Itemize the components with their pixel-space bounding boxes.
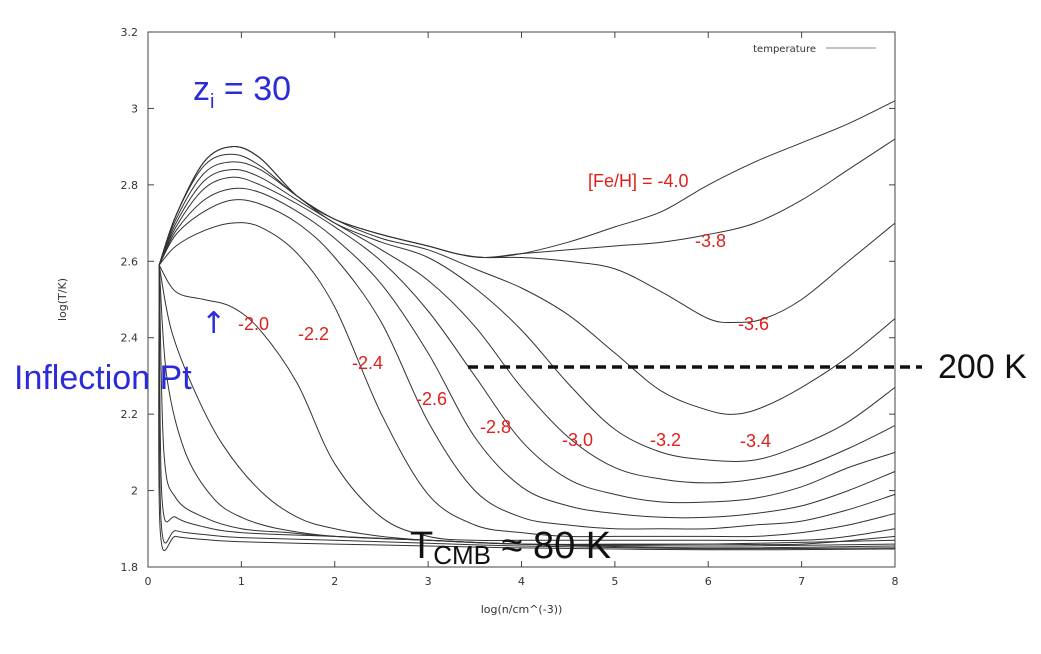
tcmb-symbol: T (410, 525, 433, 567)
metallicity-label: -3.0 (562, 430, 593, 450)
x-tick-label: 6 (705, 575, 712, 588)
legend: temperature (753, 44, 876, 55)
x-axis-label: log(n/cm^(-3)) (481, 603, 563, 616)
x-tick-label: 0 (145, 575, 152, 588)
metallicity-label: -2.4 (352, 353, 383, 373)
series-line (158, 169, 896, 484)
y-axis-label: log(T/K) (56, 278, 69, 321)
series-line (158, 265, 896, 549)
x-tick-label: 1 (238, 575, 245, 588)
redshift-value: = 30 (214, 70, 291, 108)
series-line (158, 265, 896, 546)
y-tick-label: 3.2 (121, 26, 139, 39)
redshift-annotation: zi = 30 (193, 70, 291, 113)
series-line (158, 187, 896, 519)
metallicity-label: -3.2 (650, 430, 681, 450)
y-tick-label: 2.8 (121, 179, 139, 192)
metallicity-label: -2.8 (480, 417, 511, 437)
y-tick-label: 2 (131, 485, 138, 498)
metallicity-label: -2.6 (416, 389, 447, 409)
legend-entry-label: temperature (753, 44, 816, 55)
series-line (158, 264, 896, 542)
x-tick-label: 5 (611, 575, 618, 588)
series-line (158, 138, 896, 266)
y-tick-label: 2.2 (121, 408, 139, 421)
series-line (158, 153, 896, 415)
series-line (158, 265, 896, 546)
y-tick-label: 1.8 (121, 561, 139, 574)
series-line (158, 161, 896, 462)
y-tick-label: 2.4 (121, 332, 139, 345)
x-tick-label: 8 (892, 575, 899, 588)
redshift-subscript: i (210, 91, 214, 113)
series-line (158, 265, 896, 547)
x-tick-label: 2 (331, 575, 338, 588)
series-line (158, 199, 896, 530)
inflection-arrow-icon: ↑ (201, 306, 226, 341)
tcmb-value: ≈ 80 K (491, 525, 611, 567)
series-line (158, 146, 896, 324)
series-line (158, 265, 896, 551)
redshift-symbol: z (193, 70, 210, 108)
series-line (158, 222, 896, 538)
x-tick-label: 7 (798, 575, 805, 588)
metallicity-label: -3.4 (740, 431, 771, 451)
series-line (158, 265, 896, 550)
axes-layer: 0 1 2 3 4 5 6 7 8 1.8 2 2.2 2.4 2.6 2.8 3 3.2 log(n/cm^(-… (56, 26, 899, 616)
metallicity-label: -2.2 (298, 324, 329, 344)
series-line (158, 176, 896, 504)
y-tick-label: 3 (131, 102, 138, 115)
x-tick-label: 4 (518, 575, 525, 588)
metallicity-label: -2.0 (238, 314, 269, 334)
y-tick-label: 2.6 (121, 255, 139, 268)
metallicity-label: [Fe/H] = -4.0 (588, 171, 689, 191)
metallicity-label: -3.8 (695, 231, 726, 251)
metallicity-label: -3.6 (738, 314, 769, 334)
tcmb-subscript: CMB (433, 540, 491, 570)
tcmb-annotation: TCMB ≈ 80 K (410, 525, 611, 570)
labels-layer: [Fe/H] = -4.0 -3.8 -3.6 -3.4 -3.2 -3.0 -2.8 -2.… (238, 171, 771, 451)
inflection-label: Inflection Pt (14, 359, 192, 397)
reference-line-200k-label: 200 K (938, 348, 1027, 386)
x-tick-label: 3 (425, 575, 432, 588)
curves-layer (158, 100, 896, 551)
